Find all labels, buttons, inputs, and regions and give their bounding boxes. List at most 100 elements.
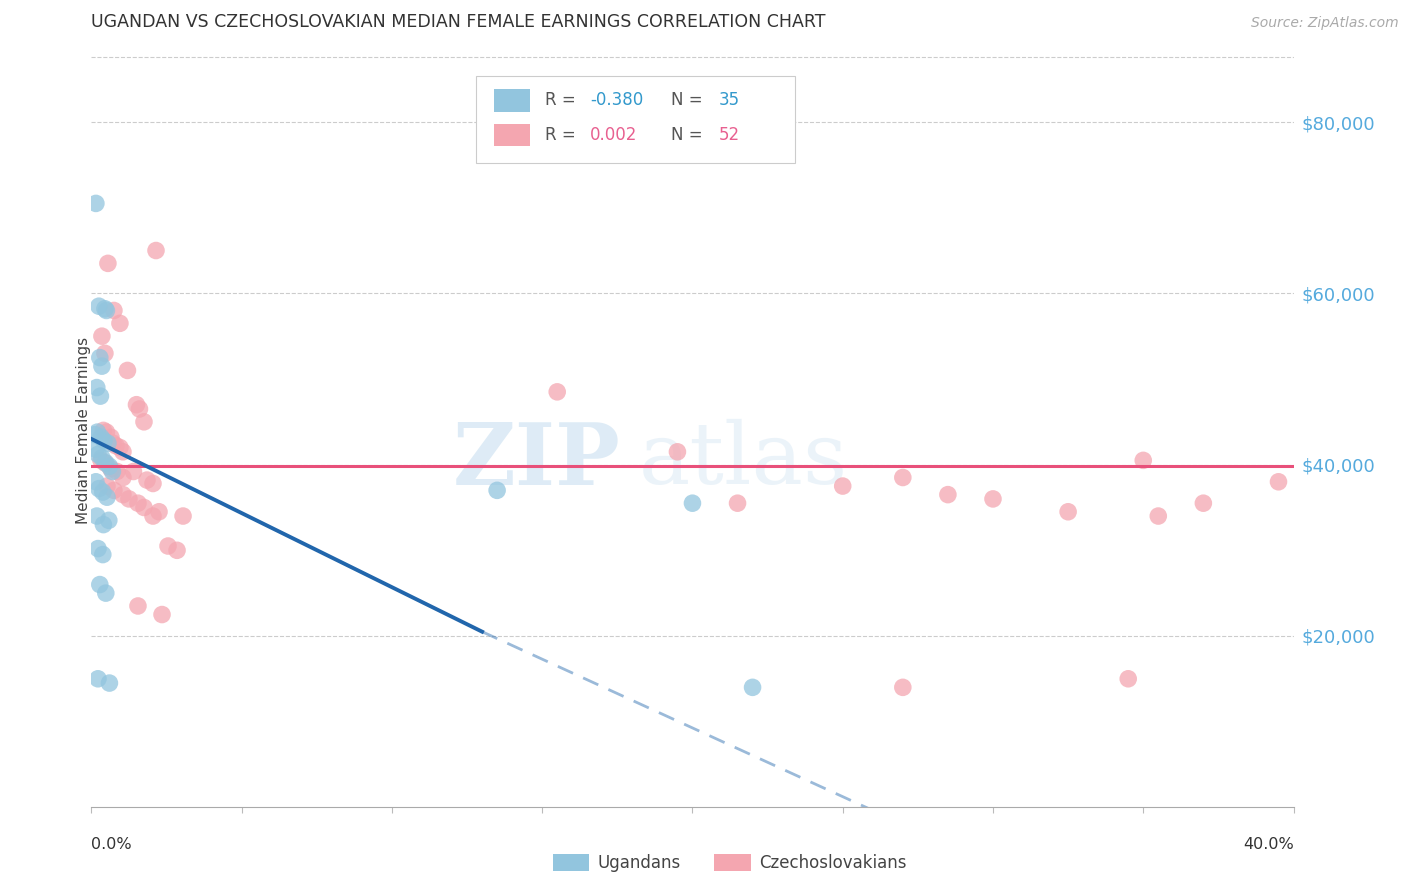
Point <box>936 488 959 502</box>
Point <box>94 301 117 316</box>
Text: Ugandans: Ugandans <box>598 854 681 871</box>
Text: 40.0%: 40.0% <box>1243 837 1294 852</box>
Point <box>94 346 117 360</box>
Point <box>981 491 1004 506</box>
Point <box>111 488 134 502</box>
Text: ZIP: ZIP <box>453 418 620 502</box>
Point <box>96 425 118 439</box>
Point <box>145 244 167 258</box>
Text: UGANDAN VS CZECHOSLOVAKIAN MEDIAN FEMALE EARNINGS CORRELATION CHART: UGANDAN VS CZECHOSLOVAKIAN MEDIAN FEMALE… <box>91 12 825 30</box>
Point <box>96 490 118 504</box>
Point <box>1057 505 1080 519</box>
Point <box>90 430 112 444</box>
Point <box>148 505 170 519</box>
Bar <box>494 89 530 112</box>
Point <box>891 470 914 484</box>
Point <box>157 539 180 553</box>
Point <box>122 465 145 479</box>
Text: N =: N = <box>671 91 707 109</box>
Point <box>93 424 115 438</box>
Point <box>86 425 108 439</box>
Point <box>108 441 131 455</box>
Point <box>87 299 110 313</box>
Point <box>108 316 131 330</box>
Point <box>891 681 914 695</box>
Point <box>150 607 173 622</box>
Point <box>831 479 853 493</box>
Point <box>681 496 703 510</box>
Point <box>132 415 155 429</box>
Point <box>89 351 111 365</box>
Point <box>90 450 112 465</box>
Point <box>96 479 118 493</box>
Point <box>118 491 141 506</box>
Point <box>101 436 124 450</box>
Point <box>546 384 568 399</box>
Point <box>98 676 121 690</box>
Point <box>93 517 115 532</box>
Point <box>87 482 110 496</box>
Point <box>132 500 155 515</box>
Point <box>172 509 194 524</box>
Text: atlas: atlas <box>638 419 848 502</box>
Point <box>101 465 124 479</box>
Point <box>741 681 763 695</box>
Point <box>127 496 149 510</box>
Point <box>89 577 111 591</box>
Point <box>103 303 125 318</box>
Point <box>97 513 120 527</box>
Text: Source: ZipAtlas.com: Source: ZipAtlas.com <box>1251 16 1399 29</box>
Text: N =: N = <box>671 126 707 144</box>
Point <box>90 453 112 467</box>
Point <box>103 483 125 498</box>
Point <box>87 447 110 461</box>
Point <box>100 462 122 476</box>
Point <box>136 473 159 487</box>
Point <box>111 445 134 459</box>
Text: 52: 52 <box>718 126 740 144</box>
Point <box>91 485 114 500</box>
Point <box>727 496 749 510</box>
Point <box>1147 509 1170 524</box>
Point <box>486 483 509 498</box>
Point <box>1116 672 1139 686</box>
Text: Czechoslovakians: Czechoslovakians <box>759 854 907 871</box>
Bar <box>494 124 530 146</box>
Point <box>105 439 128 453</box>
Point <box>142 476 165 491</box>
Point <box>96 303 118 318</box>
Text: 0.0%: 0.0% <box>91 837 132 852</box>
Text: 35: 35 <box>718 91 740 109</box>
Point <box>90 359 112 373</box>
Point <box>98 459 121 474</box>
FancyBboxPatch shape <box>477 76 794 163</box>
Point <box>100 430 122 444</box>
Point <box>97 436 120 450</box>
Point <box>86 509 108 524</box>
Point <box>90 329 112 343</box>
Point <box>117 363 139 377</box>
Point <box>89 389 111 403</box>
Point <box>84 196 107 211</box>
Point <box>128 401 150 416</box>
Point <box>94 456 117 470</box>
Text: R =: R = <box>544 91 581 109</box>
Point <box>84 442 107 457</box>
Text: R =: R = <box>544 126 581 144</box>
Point <box>94 586 117 600</box>
Point <box>84 427 107 442</box>
Point <box>87 672 110 686</box>
Text: -0.380: -0.380 <box>591 91 644 109</box>
Point <box>1192 496 1215 510</box>
Point <box>84 475 107 489</box>
Point <box>166 543 188 558</box>
Point <box>1132 453 1154 467</box>
Point <box>666 445 689 459</box>
Y-axis label: Median Female Earnings: Median Female Earnings <box>76 337 90 524</box>
Text: 0.002: 0.002 <box>591 126 638 144</box>
Point <box>93 434 115 448</box>
Point <box>87 541 110 556</box>
Point <box>97 256 120 270</box>
Point <box>91 548 114 562</box>
Point <box>142 509 165 524</box>
